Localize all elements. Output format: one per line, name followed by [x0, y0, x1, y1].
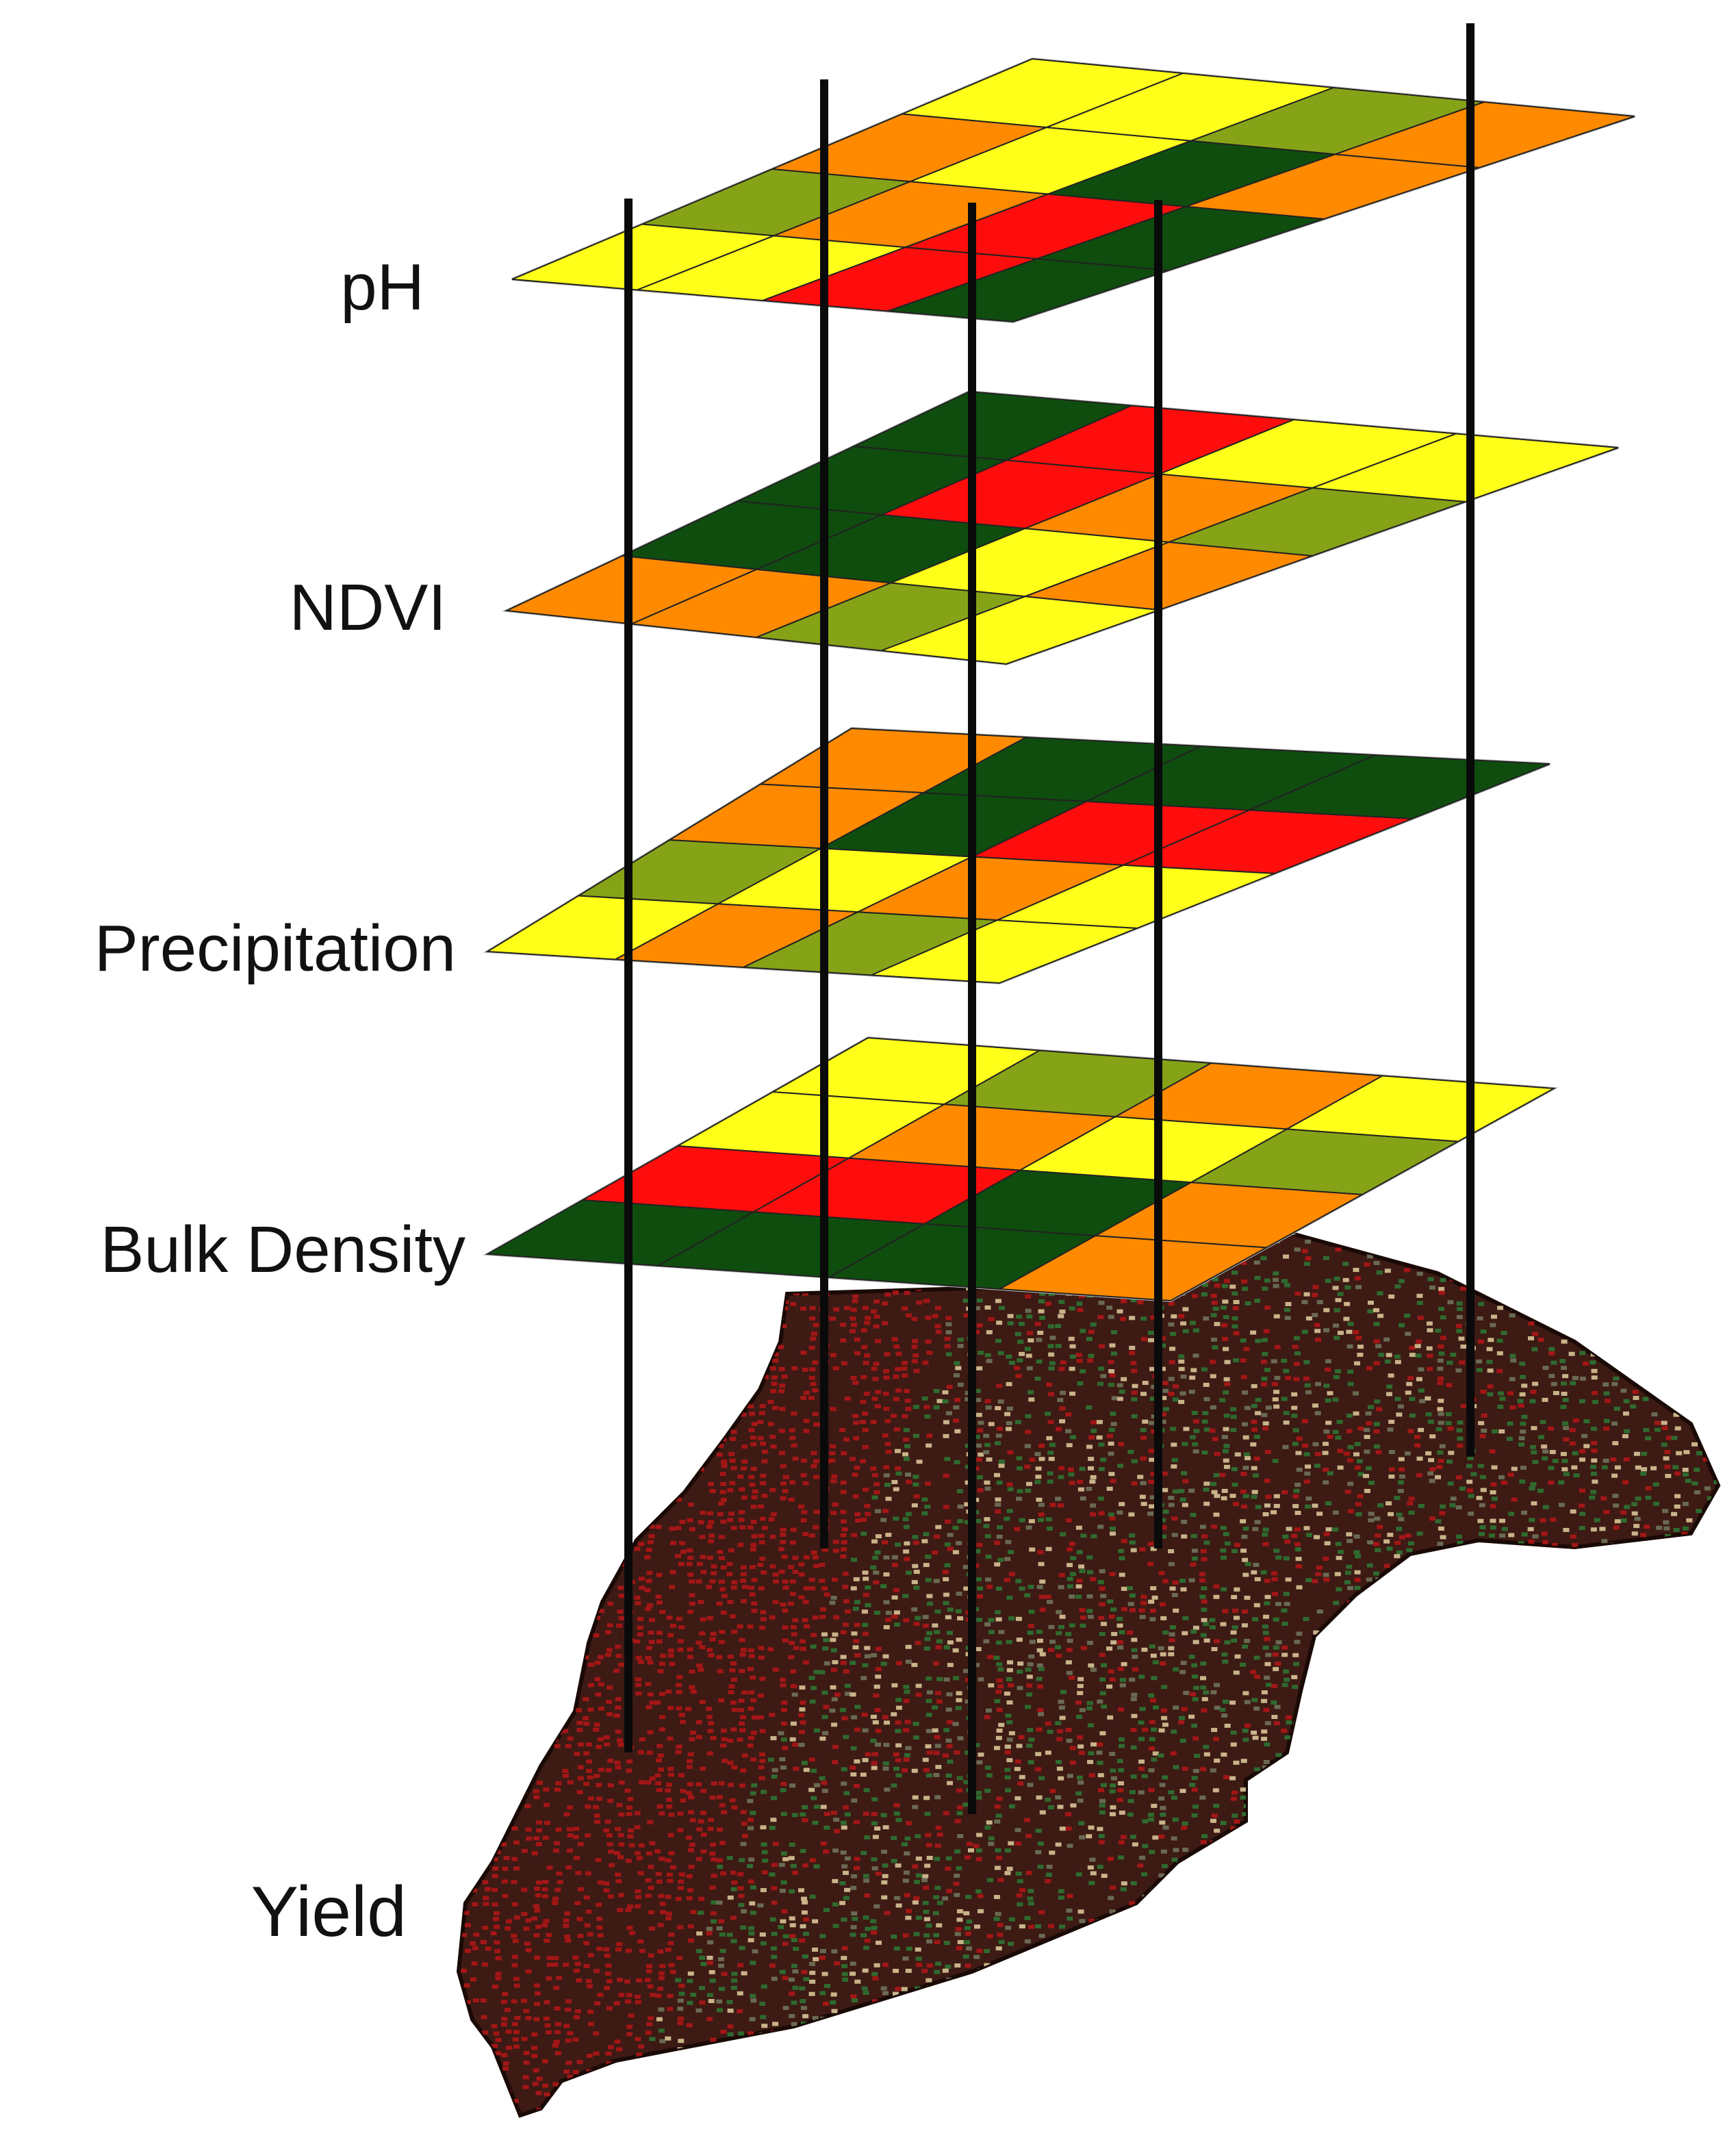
layer-cell: [887, 258, 1169, 323]
data-layers: [483, 57, 1635, 1303]
label-precipitation: Precipitation: [94, 912, 456, 985]
label-ph: pH: [340, 251, 424, 324]
yield-map: [456, 1229, 1721, 2118]
layer-bulk-density: [483, 1036, 1559, 1303]
layer-labels: pH NDVI Precipitation Bulk Density Yield: [94, 251, 465, 1952]
layer-cell: [871, 919, 1138, 984]
layer-cell: [997, 1235, 1269, 1302]
sampling-poles: [624, 23, 1475, 1814]
label-bulk-density: Bulk Density: [100, 1213, 465, 1286]
layer-ndvi: [501, 390, 1619, 666]
label-yield: Yield: [251, 1872, 407, 1952]
layer-precipitation: [483, 726, 1550, 985]
yield-field-outline: [456, 1229, 1721, 2118]
label-ndvi: NDVI: [290, 571, 446, 644]
layer-cell: [881, 596, 1160, 665]
